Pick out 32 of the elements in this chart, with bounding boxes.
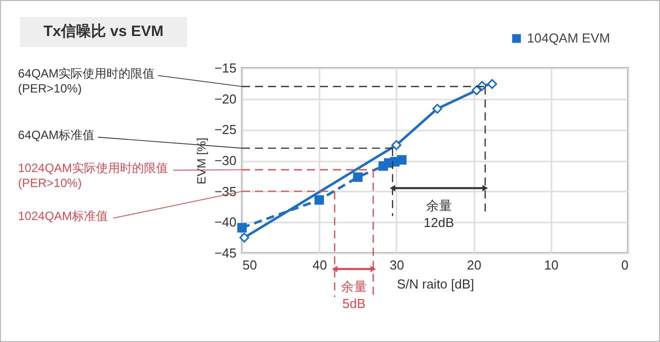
x-tick-label: 50 xyxy=(242,258,257,272)
point xyxy=(353,172,363,182)
y-tick-label: −45 xyxy=(214,246,236,260)
y-tick-label: −20 xyxy=(214,91,236,106)
point xyxy=(314,195,324,205)
y-tick-label: −30 xyxy=(214,153,236,168)
point xyxy=(432,104,442,114)
ref-line-label: 1024QAM实际使用时的限值 (PER>10%) xyxy=(18,161,168,190)
ref-line-label: 1024QAM标准值 xyxy=(18,209,108,224)
x-tick-label: 10 xyxy=(544,258,559,272)
annotation: 余量 12dB xyxy=(424,198,454,230)
ref-line-label: 64QAM标准值 xyxy=(18,128,95,142)
x-axis-title: S/N raito [dB] xyxy=(396,276,474,292)
point xyxy=(487,79,498,89)
ref-line-label: 64QAM实际使用时的限值 (PER>10%) xyxy=(18,66,155,96)
x-tick-label: 40 xyxy=(312,258,327,272)
y-tick-label: −25 xyxy=(214,122,236,138)
x-tick-label: 0 xyxy=(621,258,628,272)
text: Tx信噪比 vs EVM xyxy=(20,17,187,47)
y-axis-title: EVM [%] xyxy=(194,138,208,184)
point xyxy=(397,155,407,165)
x-tick-label: 20 xyxy=(466,258,482,272)
point xyxy=(472,85,482,96)
y-tick-label: −40 xyxy=(214,214,236,230)
text: 余量 5dB xyxy=(340,279,367,311)
point xyxy=(239,232,250,243)
y-tick-label: −15 xyxy=(214,60,236,76)
y-tick-label: −35 xyxy=(214,184,236,199)
point xyxy=(237,222,247,232)
point xyxy=(391,140,402,150)
x-tick-label: 30 xyxy=(390,258,404,272)
legend-label: 104QAM EVM xyxy=(527,30,610,46)
